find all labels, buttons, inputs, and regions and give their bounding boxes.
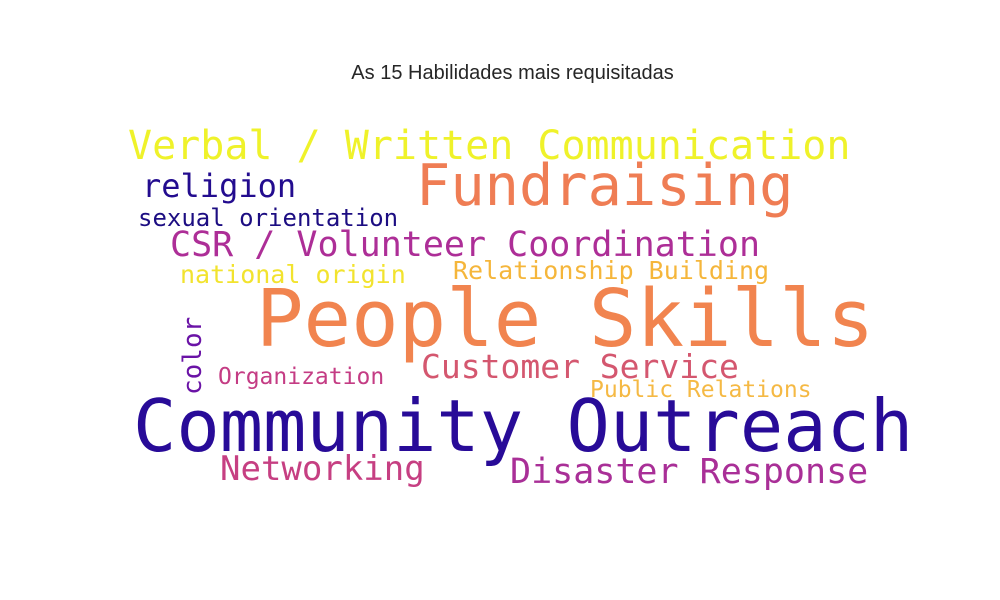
- word-relationship-building: Relationship Building: [453, 256, 770, 285]
- word-fundraising: Fundraising: [416, 153, 794, 219]
- word-national-origin: national origin: [180, 260, 406, 289]
- word-networking: Networking: [220, 449, 425, 489]
- word-csr-volunteer-coordination: CSR / Volunteer Coordination: [170, 225, 761, 265]
- word-community-outreach: Community Outreach: [133, 384, 914, 468]
- word-organization: Organization: [218, 364, 385, 390]
- word-sexual-orientation: sexual orientation: [138, 204, 399, 232]
- word-public-relations: Public Relations: [590, 377, 812, 403]
- word-religion: religion: [142, 167, 297, 205]
- chart-title: As 15 Habilidades mais requisitadas: [351, 62, 674, 84]
- word-disaster-response: Disaster Response: [510, 452, 869, 492]
- word-people-skills: People Skills: [256, 273, 875, 365]
- word-customer-service: Customer Service: [421, 347, 739, 386]
- word-verbal-written-communication: Verbal / Written Communication: [128, 123, 851, 169]
